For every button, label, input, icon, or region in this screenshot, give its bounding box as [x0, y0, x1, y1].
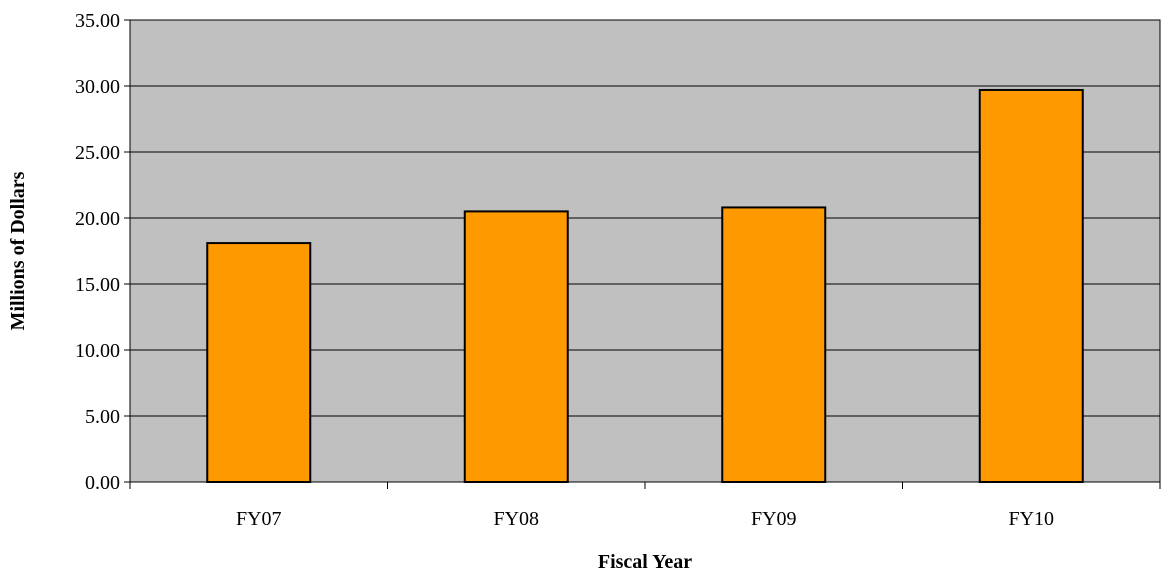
- y-tick-label: 5.00: [85, 406, 120, 428]
- y-tick-label: 15.00: [75, 274, 120, 296]
- x-tick-label: FY10: [1008, 508, 1054, 530]
- bar-fy10: [978, 88, 1084, 484]
- y-tick-labels: 0.00 5.00 10.00 15.00 20.00 25.00 30.00 35.00: [75, 10, 130, 494]
- axes: [129, 19, 1161, 489]
- y-tick-label: 10.00: [75, 340, 120, 362]
- bar-fy08: [463, 210, 569, 483]
- x-tick-label: FY07: [236, 508, 282, 530]
- bar-fy07: [206, 242, 312, 483]
- y-tick-label: 20.00: [75, 208, 120, 230]
- y-tick-label: 35.00: [75, 10, 120, 32]
- x-tick-labels: FY07 FY08 FY09 FY10: [236, 508, 1054, 530]
- bar-fy09: [721, 206, 827, 483]
- y-tick-label: 25.00: [75, 142, 120, 164]
- x-axis-title: Fiscal Year: [598, 551, 692, 573]
- x-tick-label: FY08: [493, 508, 539, 530]
- x-tick-label: FY09: [751, 508, 797, 530]
- y-tick-label: 30.00: [75, 76, 120, 98]
- y-tick-label: 0.00: [85, 472, 120, 494]
- y-axis-title: Millions of Dollars: [7, 171, 29, 330]
